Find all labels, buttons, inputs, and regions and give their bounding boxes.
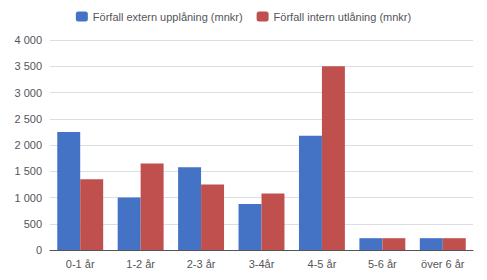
svg-text:0: 0 — [36, 244, 42, 256]
svg-text:2 000: 2 000 — [14, 139, 42, 151]
svg-text:3-4år: 3-4år — [249, 258, 275, 270]
svg-text:5-6 år: 5-6 år — [368, 258, 397, 270]
svg-text:2-3 år: 2-3 år — [187, 258, 216, 270]
svg-text:1-2 år: 1-2 år — [126, 258, 155, 270]
svg-text:1 000: 1 000 — [14, 192, 42, 204]
svg-text:2 500: 2 500 — [14, 113, 42, 125]
svg-text:Förfall extern upplåning (mnkr: Förfall extern upplåning (mnkr) — [93, 11, 243, 23]
svg-text:över 6 år: över 6 år — [421, 258, 465, 270]
svg-text:3 000: 3 000 — [14, 87, 42, 99]
svg-text:500: 500 — [24, 218, 42, 230]
svg-text:0-1 år: 0-1 år — [66, 258, 95, 270]
svg-text:4 000: 4 000 — [14, 34, 42, 46]
svg-text:1 500: 1 500 — [14, 165, 42, 177]
svg-text:Förfall intern utlåning (mnkr): Förfall intern utlåning (mnkr) — [274, 11, 412, 23]
svg-text:4-5 år: 4-5 år — [308, 258, 337, 270]
svg-text:3 500: 3 500 — [14, 60, 42, 72]
